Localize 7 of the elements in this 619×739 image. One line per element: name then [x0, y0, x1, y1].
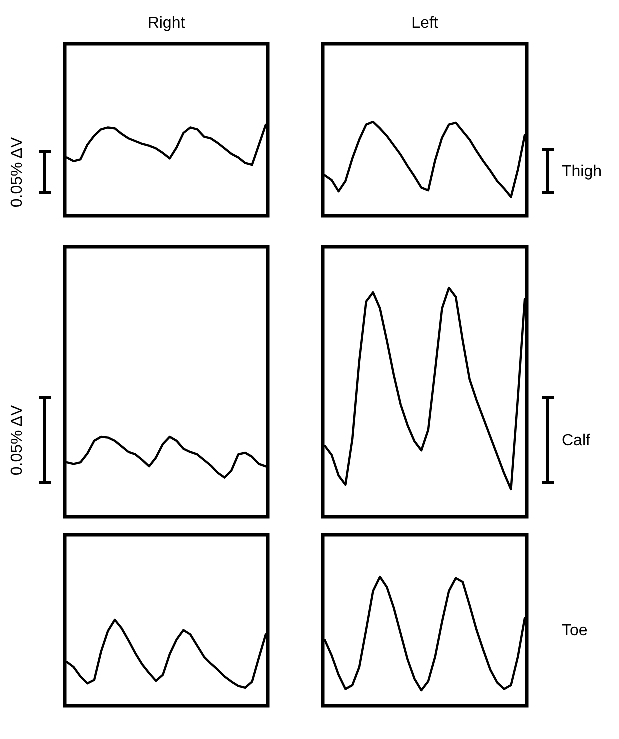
y-axis-title: 0.05% ΔV: [9, 405, 26, 476]
chart-title: Right: [148, 15, 186, 32]
chart-title: Left: [412, 15, 439, 32]
y-axis-title: 0.05% ΔV: [9, 137, 26, 208]
y2-axis-title: Toe: [562, 622, 588, 640]
y2-axis-title: Calf: [562, 432, 592, 450]
y2-axis-title: Thigh: [562, 164, 602, 180]
